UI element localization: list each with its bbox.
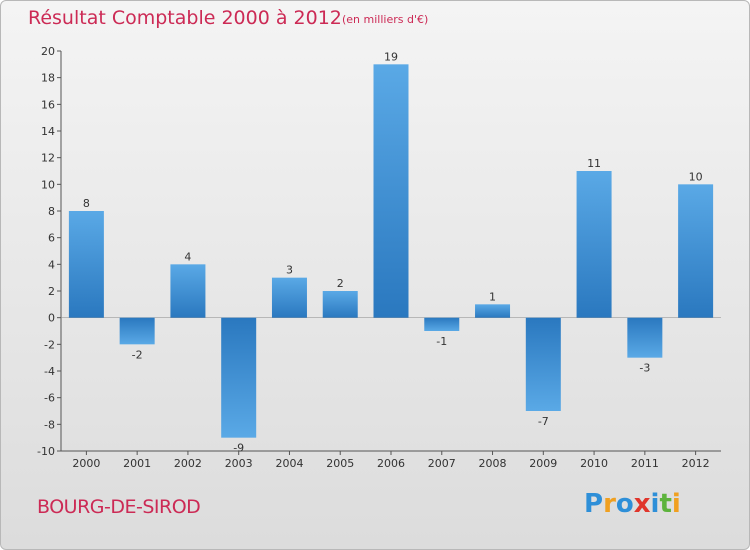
data-label: 1 bbox=[489, 290, 496, 303]
x-tick-label: 2011 bbox=[631, 457, 659, 470]
y-tick-label: -8 bbox=[44, 418, 55, 431]
data-label: -7 bbox=[538, 415, 549, 428]
logo-letter: P bbox=[584, 489, 604, 519]
y-tick-label: 8 bbox=[48, 205, 55, 218]
data-label: 10 bbox=[689, 170, 703, 183]
x-tick-label: 2009 bbox=[529, 457, 557, 470]
bar-2010 bbox=[576, 171, 612, 318]
bar-2005 bbox=[322, 291, 358, 318]
y-tick-label: 4 bbox=[48, 258, 55, 271]
bar-2009 bbox=[525, 317, 561, 411]
logo-letter: o bbox=[615, 489, 634, 519]
bar-2003 bbox=[221, 317, 257, 438]
bar-2006 bbox=[373, 64, 409, 318]
bar-2011 bbox=[627, 317, 663, 358]
logo-letter: x bbox=[633, 489, 651, 519]
x-tick-label: 2006 bbox=[377, 457, 405, 470]
chart-title: Résultat Comptable 2000 à 2012 bbox=[28, 7, 342, 29]
x-tick-label: 2002 bbox=[174, 457, 202, 470]
location-name: BOURG-DE-SIROD bbox=[37, 496, 201, 518]
x-tick-label: 2008 bbox=[479, 457, 507, 470]
logo-letter: t bbox=[659, 489, 672, 519]
y-tick-label: 16 bbox=[41, 98, 55, 111]
proxiti-logo: Proxiti bbox=[584, 489, 681, 519]
bar-2002 bbox=[170, 264, 206, 318]
data-label: 2 bbox=[337, 277, 344, 290]
data-label: 11 bbox=[587, 157, 601, 170]
y-tick-label: 0 bbox=[48, 312, 55, 325]
x-tick-label: 2005 bbox=[326, 457, 354, 470]
data-label: -2 bbox=[132, 348, 143, 361]
y-tick-label: 18 bbox=[41, 72, 55, 85]
bar-2012 bbox=[678, 184, 714, 318]
x-tick-label: 2001 bbox=[123, 457, 151, 470]
chart-subtitle: (en milliers d'€) bbox=[342, 13, 429, 26]
data-label: -1 bbox=[436, 335, 447, 348]
y-tick-label: -10 bbox=[37, 445, 55, 458]
logo-letter: r bbox=[603, 489, 616, 519]
logo-letter: i bbox=[650, 489, 660, 519]
data-label: 3 bbox=[286, 264, 293, 277]
y-tick-label: 14 bbox=[41, 125, 55, 138]
y-tick-label: 6 bbox=[48, 232, 55, 245]
y-tick-label: 20 bbox=[41, 45, 55, 58]
data-label: -3 bbox=[639, 362, 650, 375]
x-tick-label: 2003 bbox=[225, 457, 253, 470]
bar-2001 bbox=[119, 317, 155, 345]
data-label: 8 bbox=[83, 197, 90, 210]
bar-2007 bbox=[424, 317, 460, 331]
logo-letter: i bbox=[671, 489, 681, 519]
data-label: -9 bbox=[233, 442, 244, 455]
data-label: 4 bbox=[184, 250, 191, 263]
y-tick-label: 12 bbox=[41, 152, 55, 165]
x-tick-label: 2007 bbox=[428, 457, 456, 470]
y-tick-label: 2 bbox=[48, 285, 55, 298]
x-tick-label: 2010 bbox=[580, 457, 608, 470]
x-tick-label: 2000 bbox=[72, 457, 100, 470]
bar-2004 bbox=[271, 277, 307, 318]
x-tick-label: 2012 bbox=[682, 457, 710, 470]
y-tick-label: -6 bbox=[44, 392, 55, 405]
y-tick-label: 10 bbox=[41, 178, 55, 191]
y-tick-label: -2 bbox=[44, 338, 55, 351]
data-label: 19 bbox=[384, 50, 398, 63]
x-tick-label: 2004 bbox=[275, 457, 303, 470]
y-tick-label: -4 bbox=[44, 365, 55, 378]
bar-2000 bbox=[68, 211, 104, 318]
bar-2008 bbox=[475, 304, 511, 318]
